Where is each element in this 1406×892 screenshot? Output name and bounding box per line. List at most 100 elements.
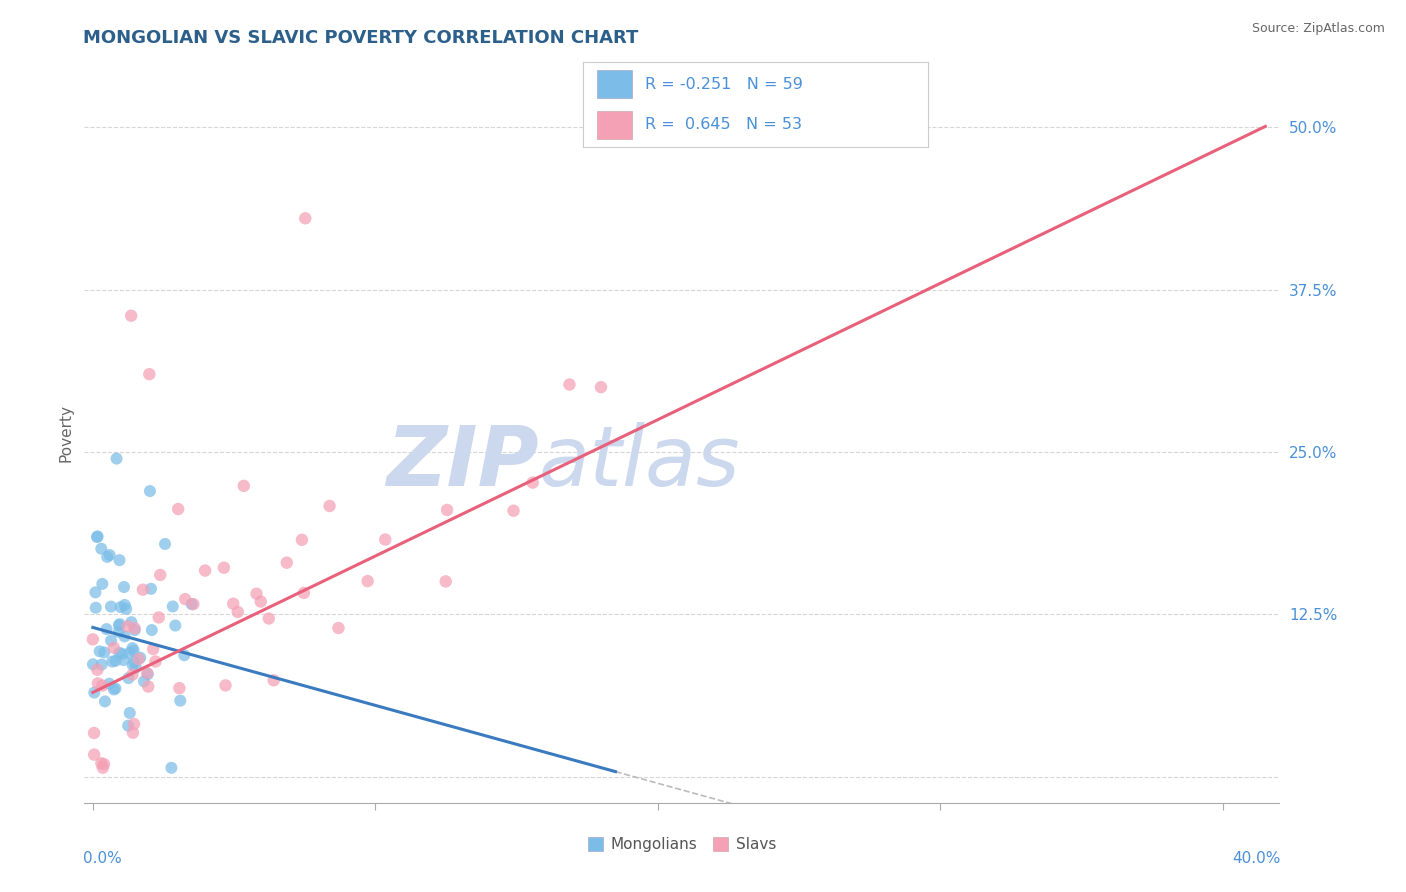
Point — [245, 587, 267, 601]
Point — [136, 666, 159, 681]
Point — [120, 309, 142, 323]
Point — [91, 761, 114, 775]
Point — [118, 706, 141, 720]
Point — [122, 717, 145, 731]
Point — [124, 623, 146, 637]
Point — [121, 641, 143, 656]
Text: ZIP: ZIP — [385, 422, 538, 503]
Point — [558, 377, 581, 392]
Point — [104, 681, 127, 696]
Point — [169, 694, 191, 708]
Point — [183, 597, 205, 611]
Point — [121, 667, 143, 681]
Text: MONGOLIAN VS SLAVIC POVERTY CORRELATION CHART: MONGOLIAN VS SLAVIC POVERTY CORRELATION … — [83, 29, 638, 47]
Point — [86, 529, 108, 543]
Point — [149, 568, 172, 582]
Point — [108, 617, 131, 632]
Point — [93, 757, 115, 772]
Point — [105, 451, 128, 466]
Point — [90, 657, 112, 672]
Point — [169, 681, 191, 695]
Point — [212, 560, 235, 574]
Point — [249, 594, 271, 608]
Point — [214, 678, 236, 692]
Point — [100, 599, 122, 614]
Text: R =  0.645   N = 53: R = 0.645 N = 53 — [645, 117, 803, 132]
Point — [121, 657, 143, 672]
Point — [90, 541, 112, 556]
Point — [125, 660, 148, 674]
Point — [356, 574, 378, 588]
Point — [103, 682, 125, 697]
Point — [232, 479, 254, 493]
Point — [136, 667, 159, 681]
Point — [257, 611, 280, 625]
Point — [129, 650, 152, 665]
Point — [226, 605, 249, 619]
Point — [82, 657, 104, 672]
Point — [436, 503, 458, 517]
Point — [98, 676, 121, 690]
Point — [115, 602, 138, 616]
Point — [108, 553, 131, 567]
Point — [173, 648, 195, 663]
Point — [93, 645, 115, 659]
Point — [165, 618, 187, 632]
Point — [82, 632, 104, 647]
Point — [114, 629, 136, 643]
Point — [91, 577, 114, 591]
Point — [124, 621, 146, 635]
Point — [139, 484, 162, 499]
Point — [120, 615, 142, 630]
Point — [145, 655, 167, 669]
Point — [291, 533, 314, 547]
Text: R = -0.251   N = 59: R = -0.251 N = 59 — [645, 77, 803, 92]
Point — [132, 674, 155, 689]
Point — [96, 622, 118, 636]
Point — [132, 582, 155, 597]
Text: 40.0%: 40.0% — [1232, 851, 1281, 866]
Point — [98, 548, 121, 562]
Point — [101, 655, 124, 669]
Point — [434, 574, 457, 589]
Point — [89, 644, 111, 658]
Point — [90, 756, 112, 771]
Point — [222, 597, 245, 611]
Point — [318, 499, 340, 513]
Point — [502, 504, 524, 518]
Point — [374, 533, 396, 547]
Point — [138, 367, 160, 381]
Point — [91, 679, 114, 693]
Point — [108, 618, 131, 632]
Point — [128, 652, 150, 666]
Point — [136, 680, 159, 694]
Point — [83, 726, 105, 740]
Point — [117, 619, 139, 633]
Point — [86, 530, 108, 544]
FancyBboxPatch shape — [598, 70, 631, 98]
Point — [100, 633, 122, 648]
Text: 0.0%: 0.0% — [83, 851, 122, 866]
Point — [112, 653, 135, 667]
Text: atlas: atlas — [538, 422, 740, 503]
Point — [167, 502, 190, 516]
Point — [263, 673, 285, 688]
Point — [118, 646, 141, 660]
Point — [96, 549, 118, 564]
Point — [83, 747, 105, 762]
Point — [112, 580, 135, 594]
Point — [292, 586, 315, 600]
Point — [148, 610, 170, 624]
Point — [117, 671, 139, 685]
FancyBboxPatch shape — [598, 111, 631, 139]
Point — [142, 642, 165, 657]
Point — [194, 564, 217, 578]
Legend: Mongolians, Slavs: Mongolians, Slavs — [582, 830, 782, 858]
Point — [87, 676, 110, 690]
Point — [108, 624, 131, 639]
Point — [162, 599, 184, 614]
Point — [104, 654, 127, 668]
Point — [86, 663, 108, 677]
Point — [84, 600, 107, 615]
Point — [122, 725, 145, 739]
